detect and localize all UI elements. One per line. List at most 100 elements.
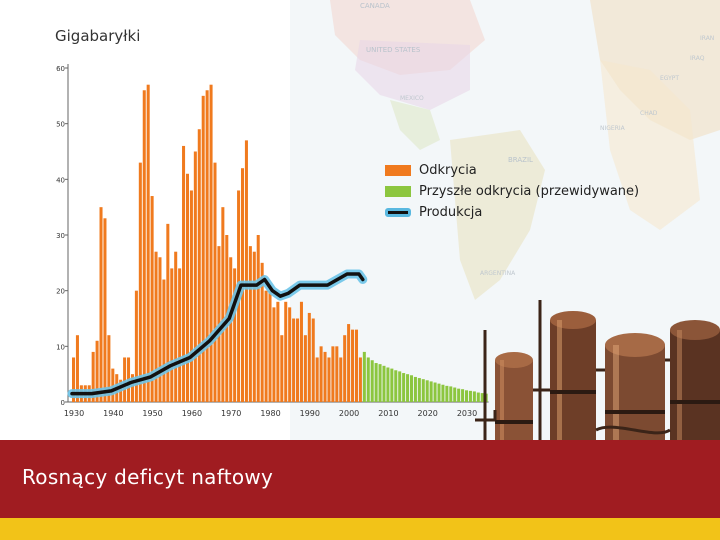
discovery-bar bbox=[205, 90, 209, 403]
discovery-bar bbox=[299, 301, 303, 402]
map-label-argentina: ARGENTINA bbox=[480, 270, 516, 277]
discovery-bar bbox=[209, 84, 213, 402]
future-discovery-bar bbox=[362, 351, 366, 402]
x-tick-label: 2020 bbox=[418, 409, 438, 418]
discovery-bar bbox=[311, 318, 315, 402]
legend-label-production: Produkcja bbox=[419, 205, 483, 220]
discovery-bar bbox=[268, 290, 272, 402]
map-label-chad: CHAD bbox=[640, 110, 658, 117]
discovery-bar bbox=[178, 268, 182, 402]
future-discovery-bar bbox=[366, 357, 370, 402]
discovery-bar bbox=[296, 318, 300, 402]
discovery-bar bbox=[170, 268, 174, 402]
discovery-bar bbox=[284, 301, 288, 402]
x-tick-label: 2000 bbox=[339, 409, 359, 418]
legend-item-discoveries: Odkrycia bbox=[385, 160, 639, 181]
future-discovery-bar bbox=[465, 390, 469, 402]
legend-label-discoveries: Odkrycia bbox=[419, 163, 477, 178]
legend-label-future: Przyszłe odkrycia (przewidywane) bbox=[419, 184, 640, 199]
y-tick-label: 50 bbox=[56, 121, 65, 129]
future-discovery-bar bbox=[382, 365, 386, 402]
discovery-bar bbox=[123, 357, 127, 402]
y-tick-label: 40 bbox=[56, 176, 65, 184]
x-tick-label: 1960 bbox=[182, 409, 202, 418]
discovery-bar bbox=[248, 246, 252, 402]
future-discovery-bar bbox=[390, 368, 394, 402]
future-discovery-bar bbox=[461, 389, 465, 402]
discovery-bar bbox=[142, 90, 146, 403]
discovery-bar bbox=[107, 335, 111, 402]
map-label-nigeria: NIGERIA bbox=[600, 125, 626, 132]
future-discovery-bar bbox=[441, 384, 445, 402]
discovery-bar bbox=[292, 318, 296, 402]
discovery-bar bbox=[103, 218, 107, 402]
legend-swatch-production bbox=[385, 208, 411, 217]
y-tick-label: 10 bbox=[56, 343, 65, 351]
discovery-bar bbox=[358, 357, 362, 402]
discovery-bar bbox=[130, 374, 134, 402]
discovery-bar bbox=[323, 351, 327, 402]
y-tick-label: 60 bbox=[56, 65, 65, 73]
discovery-bar bbox=[182, 145, 186, 402]
discovery-bar bbox=[189, 190, 193, 402]
legend-swatch-discoveries bbox=[385, 165, 411, 176]
future-discovery-bar bbox=[429, 381, 433, 402]
y-tick-label: 20 bbox=[56, 288, 65, 296]
discovery-bar bbox=[138, 162, 142, 402]
title-band bbox=[0, 440, 720, 518]
future-discovery-bar bbox=[433, 382, 437, 402]
discovery-bar bbox=[307, 312, 311, 402]
future-discovery-bar bbox=[421, 379, 425, 402]
future-discovery-bar bbox=[472, 391, 476, 402]
discovery-bar bbox=[111, 368, 115, 402]
discovery-bar bbox=[229, 257, 233, 402]
discovery-bar bbox=[354, 329, 358, 402]
discovery-bar bbox=[95, 340, 99, 402]
x-tick-label: 1950 bbox=[142, 409, 162, 418]
discovery-bar bbox=[146, 84, 150, 402]
discovery-bar bbox=[174, 251, 178, 402]
discovery-bar bbox=[260, 262, 264, 402]
discovery-bar bbox=[272, 307, 276, 402]
map-label-iraq: IRAQ bbox=[690, 55, 705, 62]
x-tick-label: 2010 bbox=[378, 409, 398, 418]
x-tick-label: 1990 bbox=[300, 409, 320, 418]
discovery-bar bbox=[331, 346, 335, 402]
future-discovery-bar bbox=[457, 388, 461, 402]
discovery-bar bbox=[288, 307, 292, 402]
discovery-bar bbox=[75, 335, 79, 402]
x-tick-label: 1980 bbox=[260, 409, 280, 418]
future-discovery-bar bbox=[468, 390, 472, 402]
discovery-bar bbox=[319, 346, 323, 402]
map-label-mexico: MEXICO bbox=[400, 95, 424, 102]
discovery-bar bbox=[154, 251, 158, 402]
discovery-bar bbox=[335, 346, 339, 402]
chart-legend: Odkrycia Przyszłe odkrycia (przewidywane… bbox=[385, 160, 639, 223]
chart-title: Gigabaryłki bbox=[55, 27, 141, 45]
discovery-bar bbox=[303, 335, 307, 402]
map-label-egypt: EGYPT bbox=[660, 75, 679, 82]
future-discovery-bar bbox=[480, 393, 484, 402]
future-discovery-bar bbox=[453, 387, 457, 402]
map-label-usa: UNITED STATES bbox=[366, 46, 421, 54]
production-line-path bbox=[70, 272, 365, 396]
discovery-bar bbox=[221, 207, 225, 402]
discovery-bar bbox=[343, 335, 347, 402]
future-discovery-bar bbox=[402, 373, 406, 402]
x-tick-label: 1940 bbox=[103, 409, 123, 418]
discovery-bar bbox=[244, 140, 248, 402]
map-label-brazil: BRAZIL bbox=[508, 156, 533, 164]
x-tick-label: 2030 bbox=[457, 409, 477, 418]
future-discovery-bar bbox=[378, 364, 382, 402]
map-label-iran: IRAN bbox=[700, 35, 714, 42]
discovery-bar bbox=[91, 351, 95, 402]
future-discovery-bar bbox=[413, 376, 417, 402]
accent-strip bbox=[0, 518, 720, 540]
future-discovery-bar bbox=[374, 363, 378, 402]
discovery-bar bbox=[327, 357, 331, 402]
future-discovery-bar bbox=[394, 370, 398, 402]
discovery-bar bbox=[185, 173, 189, 402]
legend-item-future: Przyszłe odkrycia (przewidywane) bbox=[385, 181, 639, 202]
